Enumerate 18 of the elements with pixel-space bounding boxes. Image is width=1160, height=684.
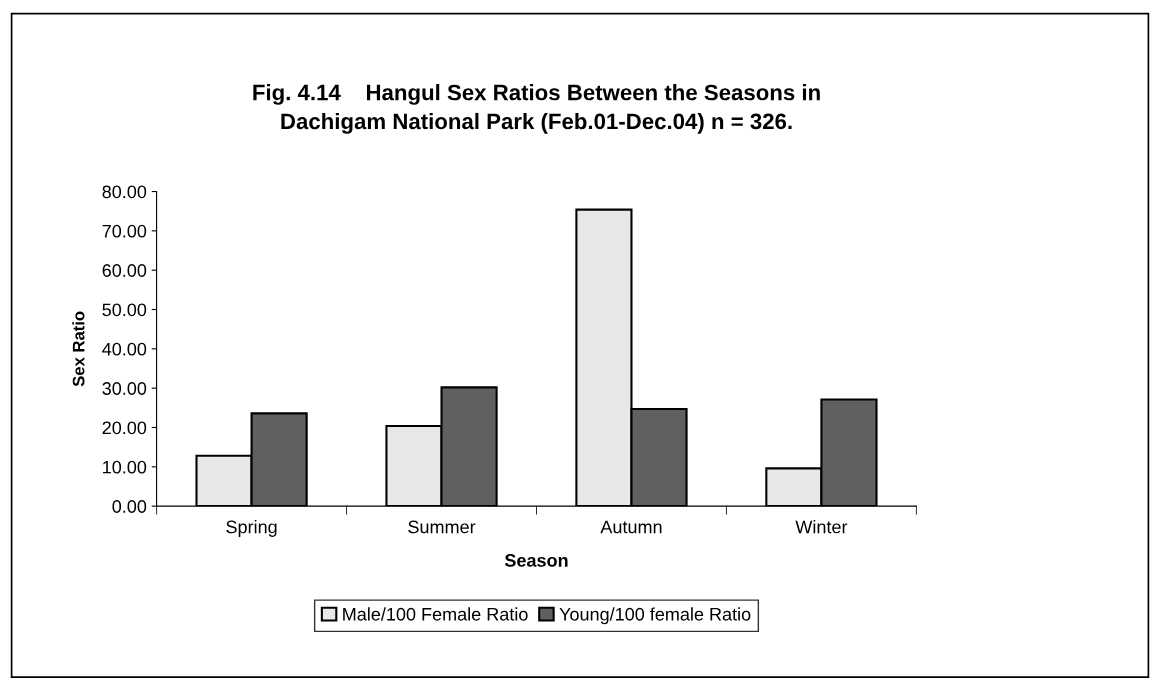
y-tick-label: 10.00 xyxy=(103,460,147,474)
chart-title: Fig. 4.14 Hangul Sex Ratios Between the Seasons in Dachigam National Park (Feb.01-Dec.04) n = 326. xyxy=(253,84,820,134)
x-tick-label: Winter xyxy=(795,520,848,534)
x-tick-label: Autumn xyxy=(600,520,662,534)
y-tick-label: 70.00 xyxy=(102,224,147,238)
x-tick-label: Summer xyxy=(408,520,476,534)
y-tick-label: 60.00 xyxy=(102,264,147,277)
y-tick-label: 0.00 xyxy=(112,500,147,513)
y-tick-label: 30.00 xyxy=(102,382,147,395)
legend-label: Young/100 female Ratio xyxy=(559,607,751,625)
y-tick-label: 80.00 xyxy=(102,185,147,199)
x-axis-title: Season xyxy=(504,554,568,567)
y-tick-label: 20.00 xyxy=(102,421,147,435)
y-axis-title: Sex Ratio xyxy=(72,311,85,387)
y-tick-label: 50.00 xyxy=(102,303,147,317)
legend-label: Male/100 Female Ratio xyxy=(343,607,528,621)
x-tick-label: Spring xyxy=(226,520,277,537)
y-tick-label: 40.00 xyxy=(102,342,147,356)
